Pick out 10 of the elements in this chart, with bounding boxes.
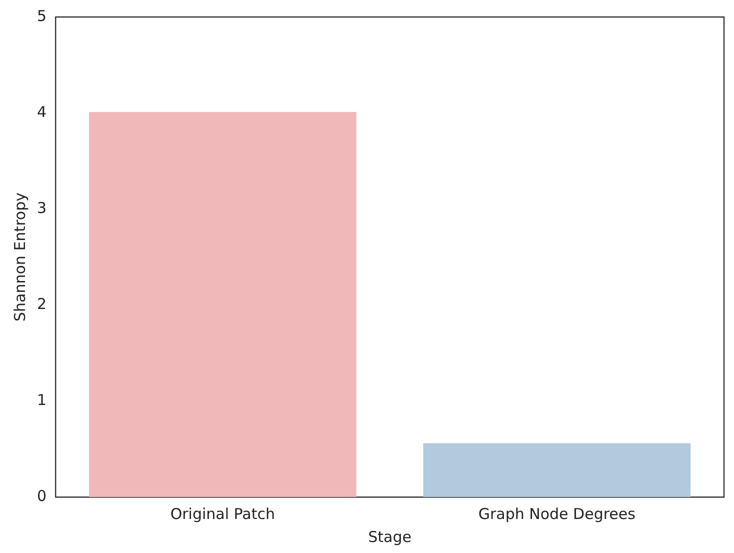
x-tick-label: Graph Node Degrees [478, 504, 636, 523]
y-tick-label: 3 [36, 198, 47, 217]
y-tick-label: 0 [36, 486, 47, 505]
x-axis-title: Stage [368, 528, 412, 546]
y-axis-title: Shannon Entropy [10, 192, 29, 322]
y-tick-label: 5 [36, 6, 47, 25]
x-tick-label: Original Patch [170, 504, 275, 523]
y-tick-label: 4 [36, 102, 47, 121]
y-tick-label: 1 [36, 390, 47, 409]
y-tick-label: 2 [36, 294, 47, 313]
